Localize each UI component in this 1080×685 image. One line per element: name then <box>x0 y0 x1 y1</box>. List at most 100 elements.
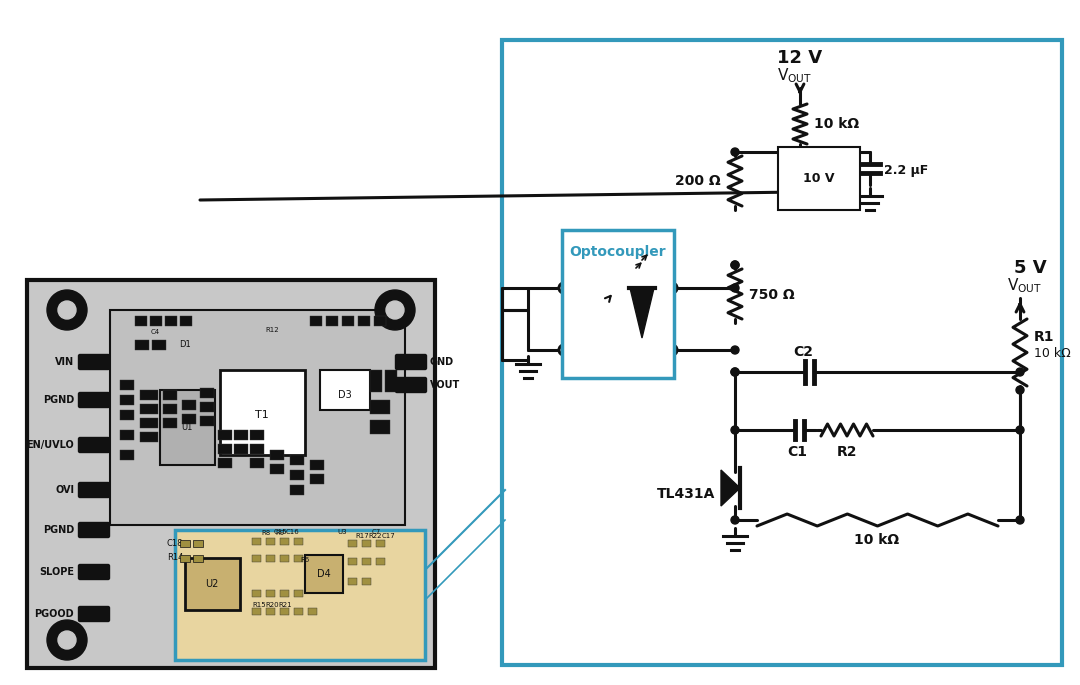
Bar <box>357 316 370 326</box>
Circle shape <box>731 148 739 156</box>
Bar <box>135 316 147 326</box>
Bar <box>308 608 318 615</box>
Circle shape <box>58 631 76 649</box>
Text: R1: R1 <box>1034 330 1054 344</box>
Circle shape <box>1016 368 1024 376</box>
Bar <box>183 414 195 424</box>
Bar <box>27 280 435 668</box>
Bar <box>502 40 1062 665</box>
Bar <box>140 404 158 414</box>
Text: C15: C15 <box>273 529 287 535</box>
Bar <box>110 310 405 525</box>
Bar <box>200 402 214 412</box>
Bar <box>120 410 134 420</box>
Bar <box>348 578 357 585</box>
Bar <box>280 555 289 562</box>
Bar <box>135 340 149 350</box>
FancyBboxPatch shape <box>79 355 109 369</box>
Bar <box>370 420 390 434</box>
Circle shape <box>1016 426 1024 434</box>
FancyBboxPatch shape <box>79 482 109 497</box>
Circle shape <box>48 290 87 330</box>
Bar <box>342 316 354 326</box>
Text: R21: R21 <box>279 602 292 608</box>
Bar <box>310 474 324 484</box>
Bar <box>249 458 264 468</box>
Circle shape <box>731 261 739 269</box>
FancyBboxPatch shape <box>395 355 427 369</box>
Bar <box>160 390 215 465</box>
Text: R20: R20 <box>266 602 279 608</box>
Circle shape <box>386 301 404 319</box>
Circle shape <box>48 620 87 660</box>
Text: 10 V: 10 V <box>804 171 835 184</box>
Bar <box>252 608 261 615</box>
Text: T1: T1 <box>255 410 269 420</box>
Text: 10 kΩ: 10 kΩ <box>814 117 859 131</box>
Bar <box>370 370 382 392</box>
Bar <box>266 608 275 615</box>
Text: D1: D1 <box>179 340 191 349</box>
Text: PGOOD: PGOOD <box>35 609 75 619</box>
Bar <box>120 380 134 390</box>
Circle shape <box>1016 516 1024 524</box>
Bar <box>180 316 192 326</box>
Text: 200 Ω: 200 Ω <box>675 174 721 188</box>
Text: C7: C7 <box>372 529 380 535</box>
Text: C1: C1 <box>787 445 807 459</box>
Bar <box>376 558 384 565</box>
Circle shape <box>731 261 739 269</box>
Text: GND: GND <box>430 357 454 367</box>
Circle shape <box>58 301 76 319</box>
Bar <box>200 416 214 426</box>
Bar <box>163 404 177 414</box>
Bar <box>193 540 203 547</box>
Bar <box>200 388 214 398</box>
Text: C16: C16 <box>286 529 300 535</box>
FancyBboxPatch shape <box>79 606 109 621</box>
Bar <box>180 540 190 547</box>
Text: R12: R12 <box>266 327 279 333</box>
Circle shape <box>731 516 739 524</box>
Bar <box>175 530 426 660</box>
Bar <box>270 450 284 460</box>
Text: 2.2 μF: 2.2 μF <box>885 164 928 177</box>
Text: C17: C17 <box>381 533 395 539</box>
Bar <box>291 485 303 495</box>
FancyBboxPatch shape <box>79 438 109 453</box>
Text: EN/UVLO: EN/UVLO <box>26 440 75 450</box>
FancyBboxPatch shape <box>79 564 109 580</box>
Text: R14: R14 <box>166 553 184 562</box>
Bar <box>270 464 284 474</box>
Circle shape <box>667 345 677 355</box>
FancyBboxPatch shape <box>79 393 109 408</box>
Circle shape <box>667 283 677 293</box>
Bar <box>266 555 275 562</box>
Bar <box>120 395 134 405</box>
Circle shape <box>796 148 804 156</box>
Text: V$_{\mathregular{OUT}}$: V$_{\mathregular{OUT}}$ <box>778 66 812 86</box>
Bar <box>294 538 303 545</box>
Bar <box>376 540 384 547</box>
Text: TL431A: TL431A <box>657 487 715 501</box>
Bar <box>252 590 261 597</box>
Circle shape <box>731 426 739 434</box>
Circle shape <box>375 290 415 330</box>
Bar <box>291 470 303 480</box>
Text: R17: R17 <box>355 533 369 539</box>
Text: R15: R15 <box>253 602 266 608</box>
Text: Optocoupler: Optocoupler <box>569 245 666 259</box>
Bar <box>305 555 343 593</box>
Circle shape <box>386 631 404 649</box>
Polygon shape <box>630 288 654 338</box>
Bar <box>183 400 195 410</box>
Text: 10 kΩ: 10 kΩ <box>854 533 900 547</box>
Bar <box>152 340 166 350</box>
Text: C4: C4 <box>150 329 160 335</box>
Text: 10 kΩ: 10 kΩ <box>1034 347 1070 360</box>
Text: PGND: PGND <box>43 525 75 535</box>
Circle shape <box>731 368 739 376</box>
Bar <box>140 432 158 442</box>
Text: D4: D4 <box>318 569 330 579</box>
Circle shape <box>559 345 569 355</box>
